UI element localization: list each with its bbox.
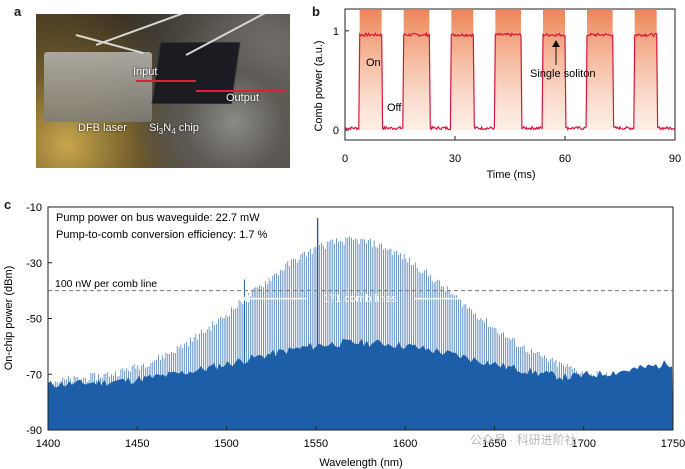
- x-tick-label: 90: [669, 153, 681, 165]
- chip-label-part: Si: [149, 122, 159, 134]
- device-photo: Input Output DFB laser Si3N4 chip: [36, 14, 290, 168]
- chip-label-sub: 3: [158, 127, 164, 137]
- x-tick-label: 1400: [36, 438, 60, 450]
- x-tick-label: 60: [559, 153, 571, 165]
- y-tick-label: 0: [333, 125, 339, 137]
- output-label: Output: [226, 92, 260, 104]
- input-label: Input: [133, 66, 158, 78]
- x-tick-label: 1450: [125, 438, 149, 450]
- x-tick-label: 0: [342, 153, 348, 165]
- noise-floor: [48, 338, 673, 430]
- x-tick-label: 30: [449, 153, 461, 165]
- x-tick-label: 1750: [661, 438, 685, 450]
- soliton-arrowhead: [552, 40, 560, 47]
- x-tick-label: 1700: [571, 438, 595, 450]
- y-tick-label: -30: [26, 258, 42, 270]
- annotation-pump-power: Pump power on bus waveguide: 22.7 mW: [56, 212, 260, 224]
- laser-mount: [44, 52, 152, 122]
- y-tick-label: -70: [26, 369, 42, 381]
- on-state-shading: [403, 10, 430, 131]
- comb-range-arrowhead: [240, 294, 249, 303]
- chip-label-part: chip: [175, 122, 199, 134]
- annotation-efficiency: Pump-to-comb conversion efficiency: 1.7 …: [56, 229, 268, 241]
- chart-c-ylabel: On-chip power (dBm): [3, 266, 15, 371]
- laser-label: DFB laser: [78, 122, 127, 134]
- y-tick-label: -10: [26, 202, 42, 214]
- chart-c-frame: [47, 206, 674, 431]
- x-tick-label: 1600: [393, 438, 417, 450]
- x-tick-label: 1550: [304, 438, 328, 450]
- y-tick-label: 1: [333, 26, 339, 38]
- x-tick-label: 1650: [482, 438, 506, 450]
- panel-label-a: a: [14, 4, 22, 19]
- chart-b-xlabel: Time (ms): [486, 169, 535, 181]
- on-state-shading: [359, 10, 382, 131]
- on-state-shading: [543, 10, 565, 131]
- comb-range-arrowhead: [473, 294, 482, 303]
- y-tick-label: -50: [26, 314, 42, 326]
- output-beam: [196, 90, 286, 92]
- chip-label-sub: 4: [171, 127, 176, 137]
- watermark: 公众号 · 科研进阶社: [470, 432, 577, 447]
- annotation-comb-lines: 171 comb lines: [323, 293, 397, 305]
- input-beam: [136, 80, 196, 82]
- chip-label: Si3N4 chip: [149, 122, 199, 136]
- on-state-shading: [451, 10, 474, 131]
- chart-b-frame: [344, 8, 676, 141]
- annotation-off: Off: [387, 102, 402, 114]
- annotation-on: On: [366, 57, 381, 69]
- chip-label-part: N: [163, 122, 172, 134]
- x-tick-label: 1500: [214, 438, 238, 450]
- chart-c-xlabel: Wavelength (nm): [319, 457, 402, 469]
- panel-label-c: c: [4, 197, 12, 212]
- on-state-shading: [587, 10, 613, 131]
- annotation-single-soliton: Single soliton: [530, 68, 595, 80]
- on-state-shading: [495, 10, 521, 131]
- y-tick-label: -90: [26, 425, 42, 437]
- annotation-threshold: 100 nW per comb line: [55, 278, 157, 290]
- comb-power-trace: [344, 31, 676, 131]
- panel-label-b: b: [312, 4, 320, 19]
- chart-b-ylabel: Comb power (a.u.): [313, 40, 325, 131]
- on-state-shading: [634, 10, 657, 131]
